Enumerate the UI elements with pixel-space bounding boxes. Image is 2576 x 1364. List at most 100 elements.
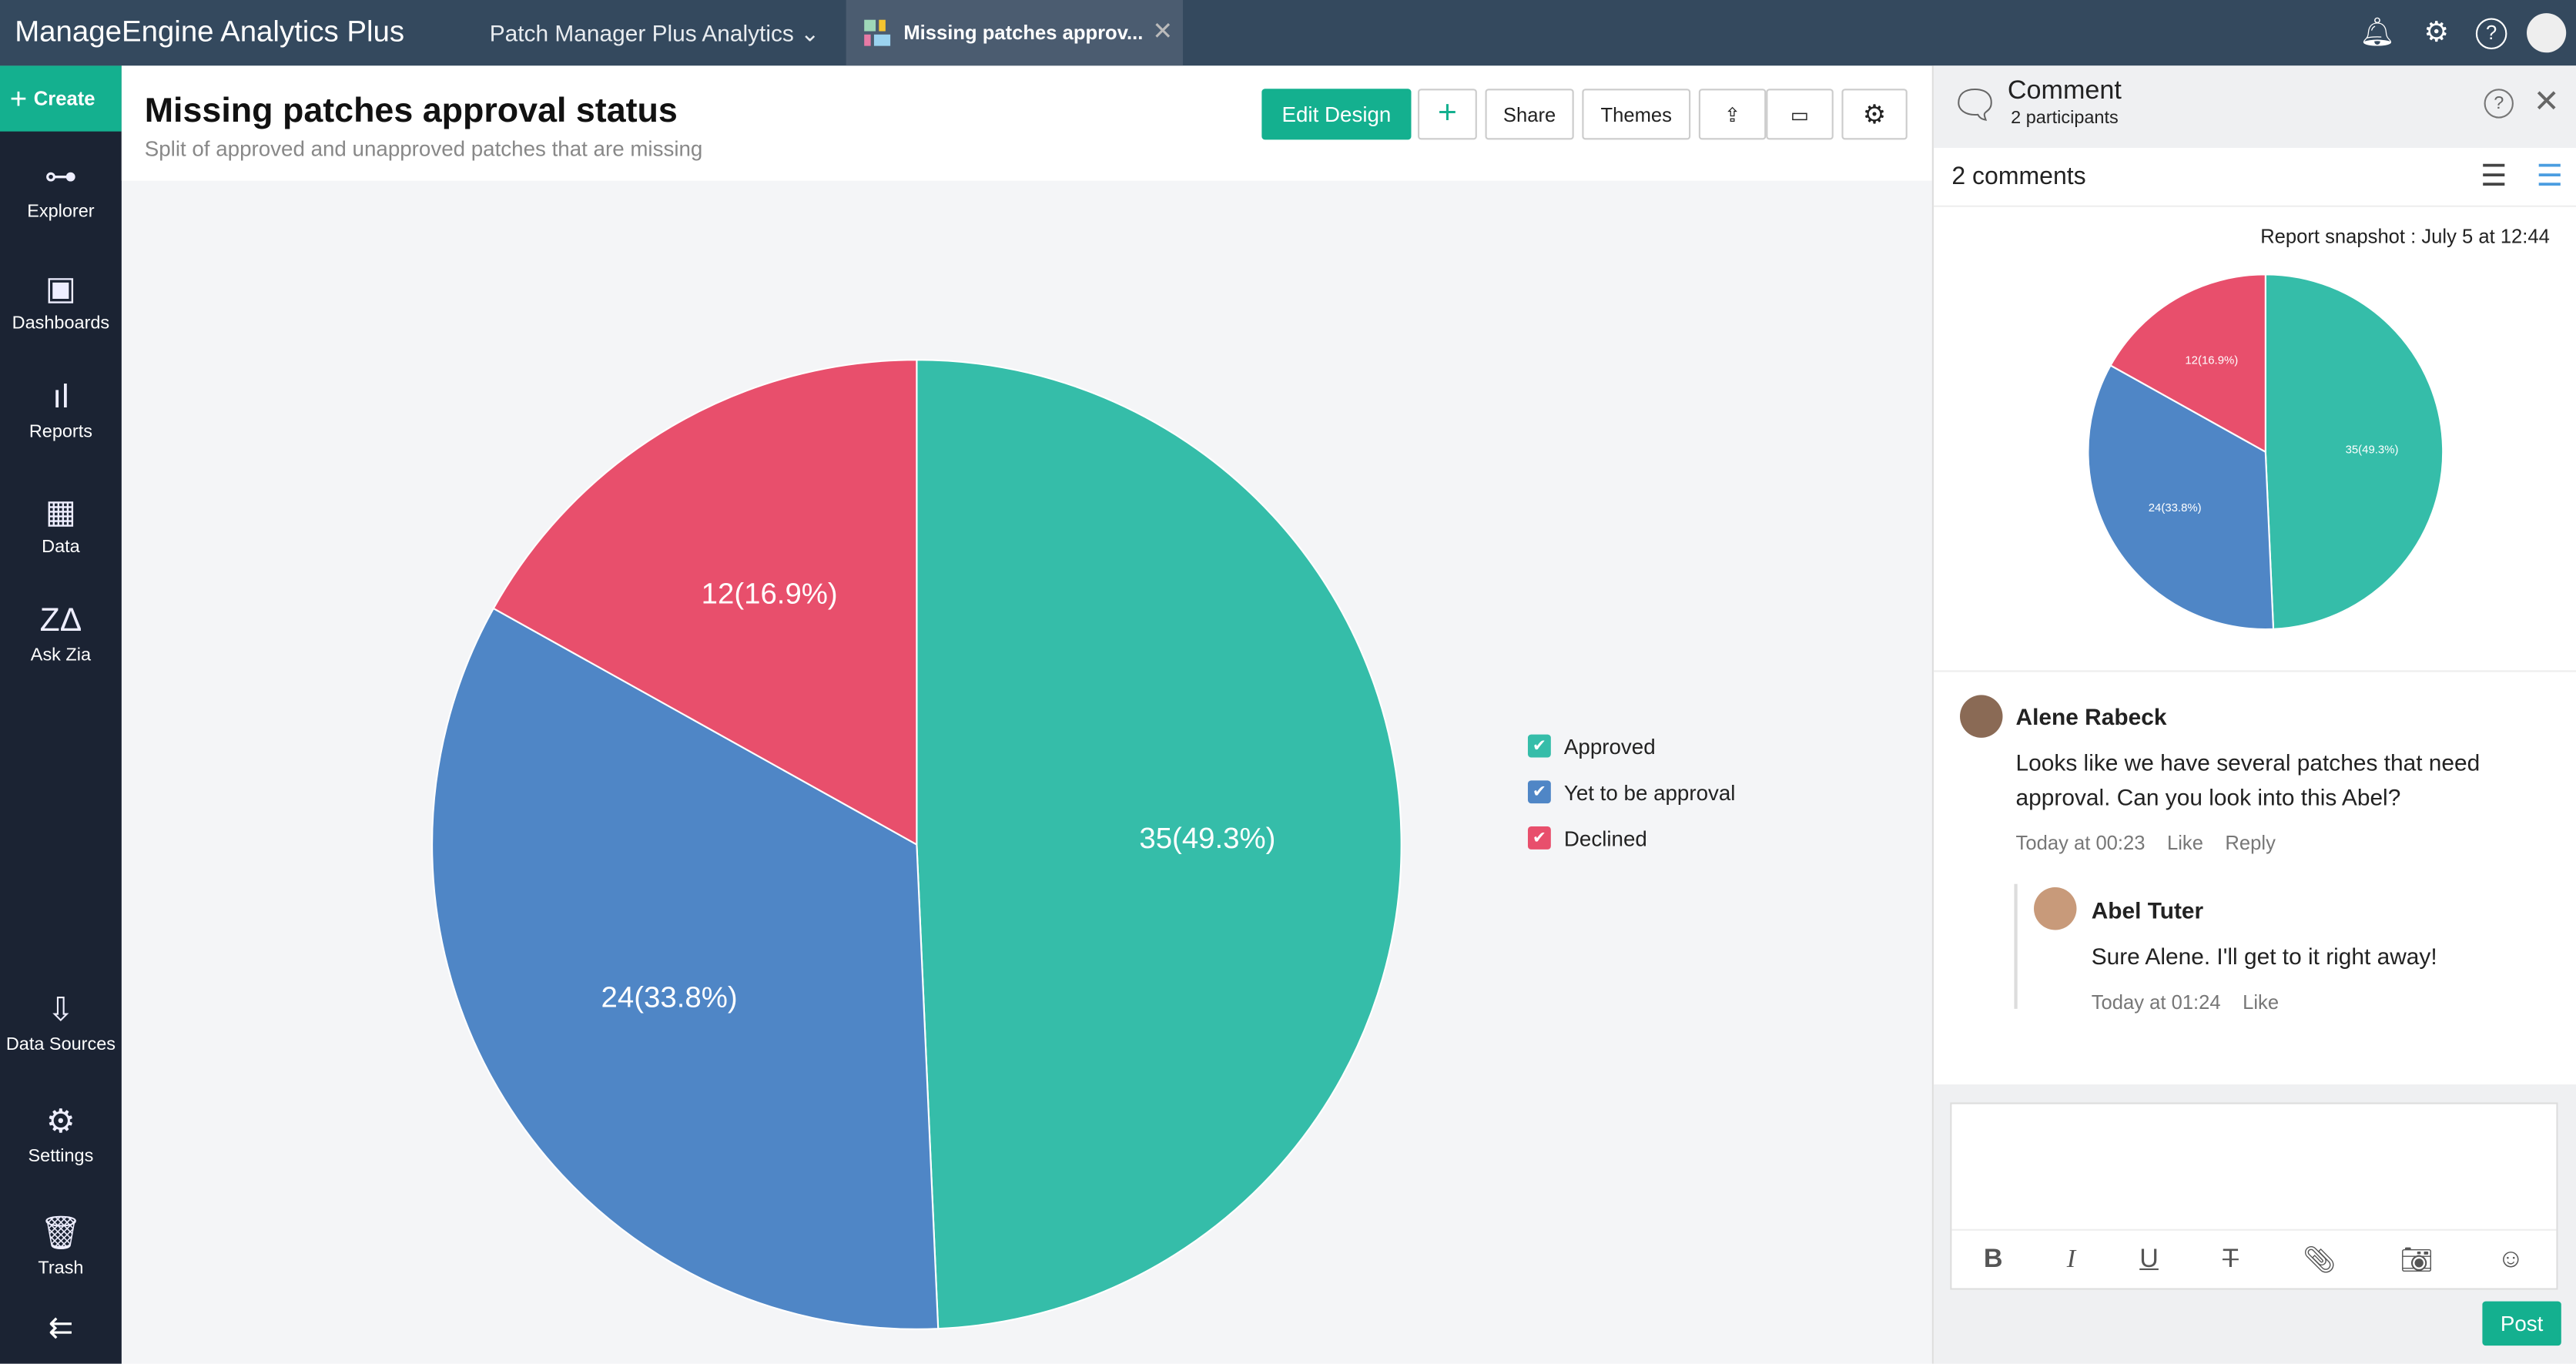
label: Ask Zia — [30, 645, 92, 665]
data-label: 24(33.8%) — [2149, 501, 2202, 514]
checkbox-icon: ✔ — [1527, 826, 1551, 850]
bars-icon: ıl — [52, 379, 69, 416]
label: Trash — [38, 1258, 84, 1279]
avatar[interactable] — [2527, 13, 2567, 53]
comment-author: Abel Tuter — [2091, 896, 2204, 923]
sidebar-item-data[interactable]: ▦ Data — [0, 491, 122, 557]
label: Data Sources — [5, 1034, 116, 1055]
legend-label: Declined — [1563, 825, 1647, 850]
comment-icon: 🗨︎ — [1950, 83, 2001, 129]
create-button[interactable]: + Create — [0, 65, 122, 132]
settings-icon[interactable]: ⚙ — [1841, 89, 1908, 140]
page-title: Missing patches approval status — [144, 92, 678, 130]
share-button[interactable]: Share — [1485, 89, 1574, 140]
export-icon[interactable]: ⇪ — [1698, 89, 1767, 140]
report-snapshot: Report snapshot : July 5 at 12:44 — [2260, 225, 2550, 249]
comment-count: 2 comments — [1951, 163, 2086, 191]
reply-link[interactable]: Reply — [2225, 831, 2276, 855]
sidebar-item-ask-zia[interactable]: ZΔ Ask Zia — [0, 603, 122, 665]
comment-text: Sure Alene. I'll get to it right away! — [2091, 943, 2437, 970]
legend: ✔ Approved ✔ Yet to be approval ✔ Declined — [1527, 723, 1736, 861]
sidebar-item-settings[interactable]: ⚙ Settings — [0, 1101, 122, 1167]
legend-item-declined[interactable]: ✔ Declined — [1527, 815, 1735, 861]
workspace-label: Patch Manager Plus Analytics — [489, 19, 794, 46]
strikethrough-icon[interactable]: T — [2223, 1244, 2239, 1273]
snapshot-pie-chart[interactable]: 35(49.3%) 24(33.8%) 12(16.9%) — [1934, 246, 2576, 657]
collapse-sidebar-icon[interactable]: ⇇ — [48, 1311, 74, 1345]
tree-icon: ⊶ — [44, 159, 78, 196]
pie-slice-yet-to-be-approval[interactable] — [2087, 364, 2275, 631]
like-link[interactable]: Like — [2243, 990, 2280, 1014]
panel-title: Comment — [2007, 77, 2122, 106]
pie-slice-yet-to-be-approval[interactable] — [431, 607, 940, 1330]
comment-icon[interactable]: ▭ — [1766, 89, 1834, 140]
workspace-dropdown[interactable]: Patch Manager Plus Analytics ⌄ — [490, 20, 819, 48]
data-label: 35(49.3%) — [2346, 444, 2399, 457]
datasource-icon: ⇩ — [47, 992, 75, 1029]
close-tab-icon[interactable]: ✕ — [1152, 18, 1174, 46]
pie-slice-approved[interactable] — [2264, 273, 2444, 630]
close-icon[interactable]: ✕ — [2533, 85, 2560, 120]
label: Explorer — [27, 202, 95, 222]
pie-slice-declined[interactable] — [492, 359, 918, 846]
label: Settings — [28, 1147, 94, 1167]
tab-report[interactable]: Missing patches approv... ✕ — [846, 0, 1183, 66]
comment-time: Today at 01:24 — [2091, 990, 2221, 1014]
chevron-down-icon: ⌄ — [800, 19, 820, 46]
legend-label: Approved — [1563, 733, 1656, 759]
trash-icon: 🗑︎ — [39, 1215, 82, 1252]
table-icon: ▦ — [45, 494, 77, 531]
label: Dashboards — [12, 313, 110, 334]
checkbox-icon: ✔ — [1527, 780, 1551, 804]
sidebar-item-data-sources[interactable]: ⇩ Data Sources — [0, 989, 122, 1055]
underline-icon[interactable]: U — [2139, 1244, 2159, 1273]
legend-item-yet-to-be-approval[interactable]: ✔ Yet to be approval — [1527, 769, 1736, 815]
logo[interactable]: ManageEngine Analytics Plus — [15, 15, 405, 48]
zia-icon: ZΔ — [39, 602, 82, 639]
plus-icon: + — [9, 81, 28, 115]
gear-icon: ⚙ — [45, 1104, 76, 1141]
help-icon[interactable]: ? — [2475, 17, 2507, 49]
pie-chart: 35(49.3%) 24(33.8%) 12(16.9%) — [431, 359, 1402, 1330]
sidebar-item-reports[interactable]: ıl Reports — [0, 380, 122, 442]
label: Reports — [28, 422, 93, 442]
emoji-icon[interactable]: ☺ — [2497, 1244, 2524, 1273]
sidebar: + Create ⊶ Explorer ▣ Dashboards ıl Reports … — [0, 65, 122, 1364]
threaded-view-icon[interactable]: ☰ — [2536, 159, 2563, 193]
label: Data — [42, 537, 80, 558]
legend-item-approved[interactable]: ✔ Approved — [1527, 723, 1735, 769]
bell-icon[interactable]: 🔔︎ — [2359, 16, 2395, 48]
attachment-icon[interactable]: 📎︎ — [2303, 1246, 2336, 1275]
pie-slice-approved[interactable] — [916, 359, 1402, 1330]
like-link[interactable]: Like — [2166, 831, 2203, 855]
comment-author: Alene Rabeck — [2015, 703, 2167, 730]
legend-label: Yet to be approval — [1563, 779, 1736, 805]
gear-icon[interactable]: ⚙ — [2424, 16, 2449, 48]
themes-button[interactable]: Themes — [1582, 89, 1691, 140]
top-bar: ManageEngine Analytics Plus Patch Manage… — [0, 0, 2576, 66]
tab-label: Missing patches approv... — [903, 21, 1144, 45]
avatar — [1960, 695, 2003, 738]
comment-time: Today at 00:23 — [2015, 831, 2146, 855]
edit-design-button[interactable]: Edit Design — [1261, 89, 1412, 140]
sidebar-item-trash[interactable]: 🗑︎ Trash — [0, 1212, 122, 1279]
post-button[interactable]: Post — [2482, 1301, 2561, 1346]
italic-icon[interactable]: I — [2066, 1244, 2076, 1273]
comment-panel: 🗨︎ Comment 2 participants ? ✕ 2 comments… — [1931, 65, 2576, 1364]
pie-slice-declined[interactable] — [2109, 273, 2266, 454]
dashboard-icon — [864, 19, 891, 46]
page-subtitle: Split of approved and unapproved patches… — [144, 136, 703, 162]
list-view-icon[interactable]: ☰ — [2480, 159, 2507, 193]
data-label: 35(49.3%) — [1139, 822, 1275, 855]
sidebar-item-dashboards[interactable]: ▣ Dashboards — [0, 268, 122, 333]
bold-icon[interactable]: B — [1983, 1244, 2003, 1273]
comment-input[interactable]: B I U T 📎︎ 📷︎ ☺ — [1950, 1102, 2558, 1290]
sidebar-item-explorer[interactable]: ⊶ Explorer — [0, 156, 122, 222]
help-icon[interactable]: ? — [2484, 89, 2514, 119]
checkbox-icon: ✔ — [1527, 734, 1551, 758]
camera-icon[interactable]: 📷︎ — [2400, 1246, 2434, 1275]
avatar — [2034, 886, 2077, 930]
report-area: Missing patches approval status Split of… — [121, 65, 1932, 1363]
add-button[interactable]: + — [1418, 89, 1477, 140]
data-label: 12(16.9%) — [2185, 354, 2238, 367]
